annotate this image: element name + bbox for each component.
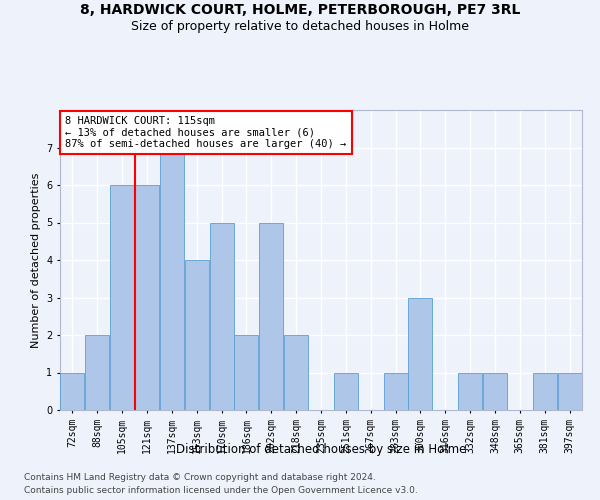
Text: 8, HARDWICK COURT, HOLME, PETERBOROUGH, PE7 3RL: 8, HARDWICK COURT, HOLME, PETERBOROUGH, … [80,2,520,16]
Bar [209,222,233,410]
Text: Distribution of detached houses by size in Holme: Distribution of detached houses by size … [176,442,466,456]
Bar [85,335,109,410]
Text: 8 HARDWICK COURT: 115sqm
← 13% of detached houses are smaller (6)
87% of semi-de: 8 HARDWICK COURT: 115sqm ← 13% of detach… [65,116,346,149]
Text: Contains HM Land Registry data © Crown copyright and database right 2024.: Contains HM Land Registry data © Crown c… [24,472,376,482]
Bar [61,372,85,410]
Bar [533,372,557,410]
Bar [483,372,507,410]
Text: Size of property relative to detached houses in Holme: Size of property relative to detached ho… [131,20,469,33]
Bar [235,335,259,410]
Bar [259,222,283,410]
Bar [284,335,308,410]
Y-axis label: Number of detached properties: Number of detached properties [31,172,41,348]
Bar [135,185,159,410]
Text: Contains public sector information licensed under the Open Government Licence v3: Contains public sector information licen… [24,486,418,495]
Bar [185,260,209,410]
Bar [334,372,358,410]
Bar [409,298,433,410]
Bar [458,372,482,410]
Bar [557,372,581,410]
Bar [110,185,134,410]
Bar [383,372,407,410]
Bar [160,148,184,410]
